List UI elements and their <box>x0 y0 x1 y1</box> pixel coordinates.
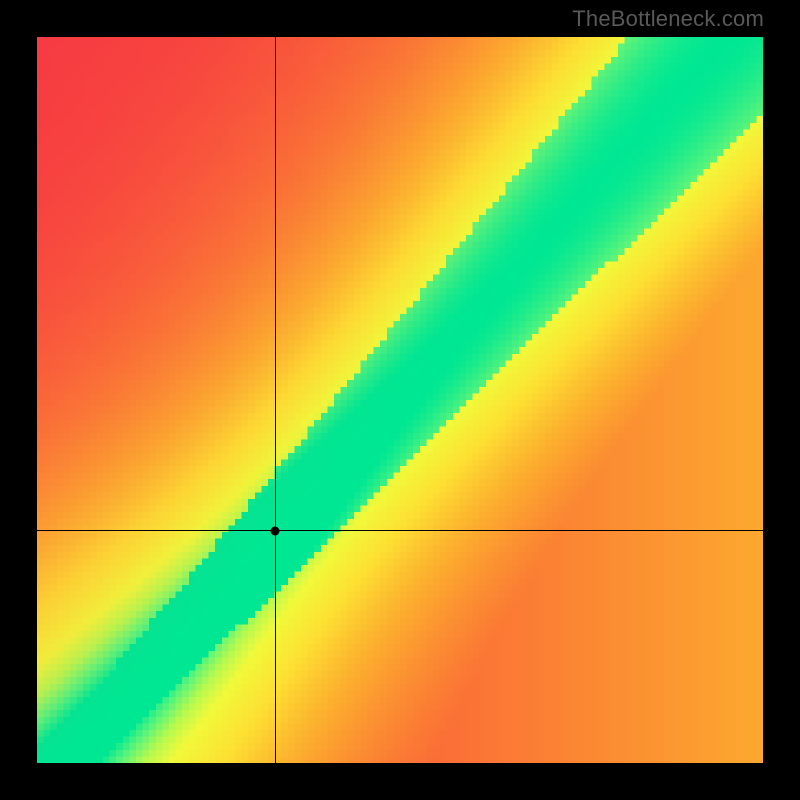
crosshair-vertical <box>275 37 276 763</box>
watermark-text: TheBottleneck.com <box>572 6 764 32</box>
crosshair-horizontal <box>37 530 763 531</box>
configuration-marker <box>271 526 280 535</box>
bottleneck-heatmap <box>37 37 763 763</box>
chart-container: TheBottleneck.com <box>0 0 800 800</box>
